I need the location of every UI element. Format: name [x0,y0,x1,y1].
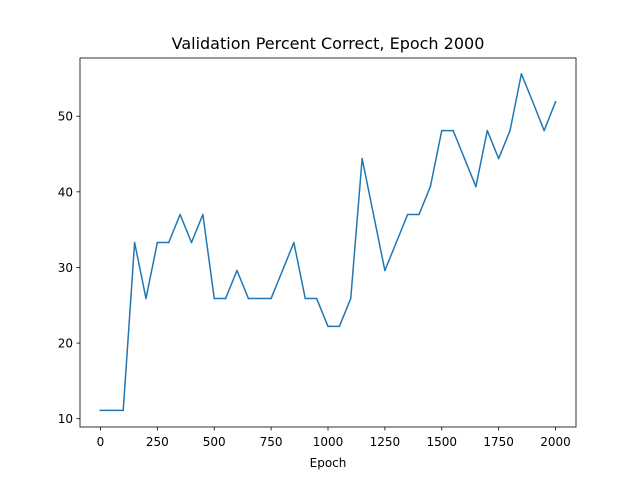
data-point [99,409,102,412]
data-point [133,241,136,244]
data-point [486,129,489,132]
data-point [554,101,557,103]
data-point [520,73,523,75]
data-point [270,297,272,300]
data-point [395,241,398,244]
data-point [258,297,261,300]
data-point [429,185,432,188]
chart-title: Validation Percent Correct, Epoch 2000 [172,34,485,53]
data-point [304,297,306,300]
x-tick-label: 750 [260,435,283,449]
x-tick-label: 500 [203,435,226,449]
data-point [372,213,375,216]
data-point [543,129,545,132]
x-tick-label: 0 [97,435,105,449]
data-point [213,297,215,300]
data-point [293,241,295,244]
data-point [406,213,409,216]
y-tick-label: 50 [58,110,73,124]
x-tick-label: 1750 [483,435,514,449]
data-point [111,409,113,412]
data-point [418,213,420,216]
data-point [338,325,341,328]
data-point [384,269,386,272]
data-point [167,241,170,244]
data-point [509,129,511,132]
data-point [202,213,204,216]
x-tick-label: 1000 [313,435,344,449]
y-tick-label: 40 [58,185,73,199]
data-point [122,409,124,412]
data-point [281,269,284,272]
data-point [190,241,193,244]
data-point [475,185,477,188]
x-tick-label: 1250 [370,435,401,449]
data-point [236,269,238,272]
data-point [350,297,352,300]
x-tick-label: 2000 [540,435,571,449]
x-axis-label: Epoch [310,456,347,470]
data-point [327,325,329,328]
y-tick-label: 30 [58,261,73,275]
data-point [361,157,363,160]
data-point [179,213,181,216]
data-point [145,297,147,300]
x-tick-label: 1500 [426,435,457,449]
data-point [452,129,454,132]
plot-frame [79,57,577,428]
data-point [532,101,534,103]
y-tick-label: 10 [58,412,73,426]
data-point [224,297,227,300]
data-point [441,129,443,132]
data-point [463,157,466,160]
data-point [497,157,500,160]
data-point [247,297,250,300]
y-tick-label: 20 [58,337,73,351]
data-point [315,297,318,300]
x-tick-label: 250 [146,435,169,449]
data-point [156,241,159,244]
plot-area: 0 250 500 750 1000 1250 1500 1750 2000 10 20 30 40 50 [58,57,577,449]
